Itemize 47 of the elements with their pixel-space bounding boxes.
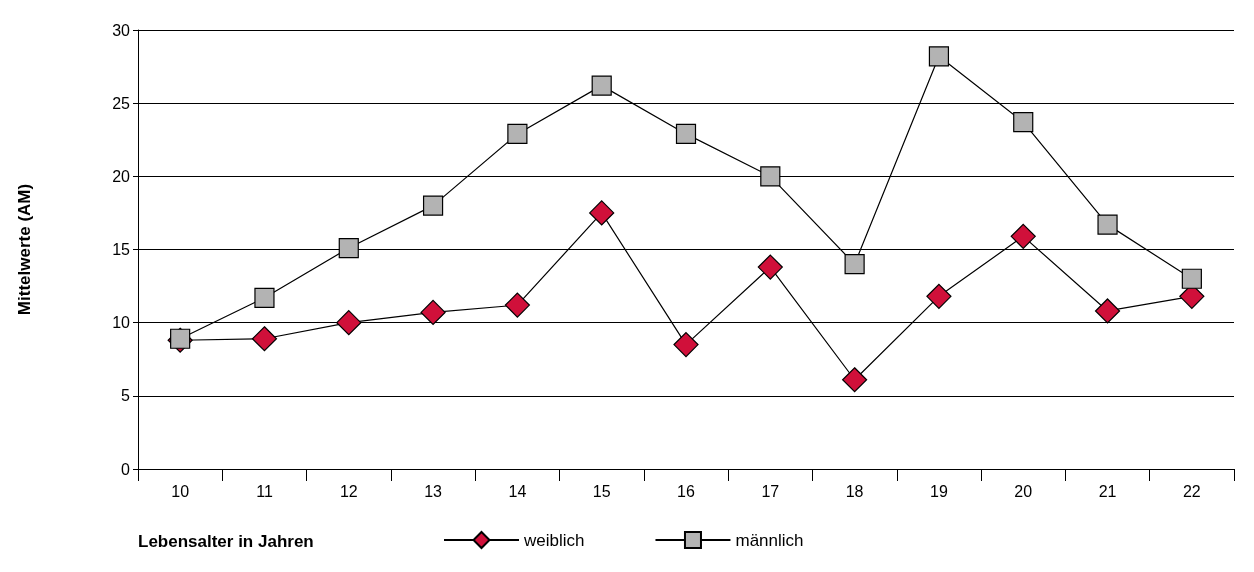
y-tick-label: 15	[112, 241, 131, 258]
x-tick-label: 10	[171, 482, 190, 500]
x-tick-label: 21	[1098, 482, 1117, 500]
point	[1013, 112, 1034, 133]
y-axis-title: Mittelwerte (AM)	[15, 183, 34, 316]
x-tick-label: 12	[339, 482, 358, 500]
point	[928, 46, 950, 67]
x-tick-label: 15	[592, 482, 611, 500]
x-axis-title: Lebensalter in Jahren	[138, 532, 314, 551]
point	[757, 254, 783, 280]
point	[336, 310, 362, 336]
x-tick-label: 13	[424, 482, 443, 500]
point	[760, 166, 781, 187]
y-tick-label: 0	[121, 460, 131, 478]
legend-label: männlich	[735, 530, 804, 550]
y-tick-label: 10	[112, 314, 131, 332]
point	[842, 367, 868, 393]
point	[1010, 223, 1036, 249]
y-tick-label: 25	[112, 94, 131, 112]
y-tick-label: 30	[112, 21, 131, 39]
x-tick-label: 11	[256, 482, 273, 500]
point	[338, 237, 359, 259]
y-tick-label: 5	[121, 387, 131, 405]
x-tick-label: 16	[677, 482, 695, 500]
x-tick-label: 19	[930, 482, 948, 500]
point	[254, 287, 275, 308]
x-tick-label: 17	[761, 482, 780, 500]
point	[422, 195, 444, 216]
point	[1097, 214, 1118, 235]
point	[673, 332, 699, 358]
point	[420, 299, 446, 326]
point	[675, 123, 697, 144]
x-tick-label: 14	[508, 482, 527, 500]
x-tick-label: 20	[1014, 482, 1033, 500]
point	[589, 200, 615, 226]
point	[1181, 268, 1202, 289]
x-tick-label: 18	[845, 482, 864, 500]
point	[844, 254, 865, 275]
y-tick-label: 20	[112, 167, 131, 185]
point	[1094, 298, 1121, 324]
point	[251, 326, 278, 352]
x-tick-label: 22	[1182, 482, 1201, 500]
point	[591, 75, 612, 96]
point	[926, 283, 952, 309]
legend-label: weiblich	[523, 530, 585, 550]
point	[504, 292, 530, 318]
point	[507, 123, 528, 144]
